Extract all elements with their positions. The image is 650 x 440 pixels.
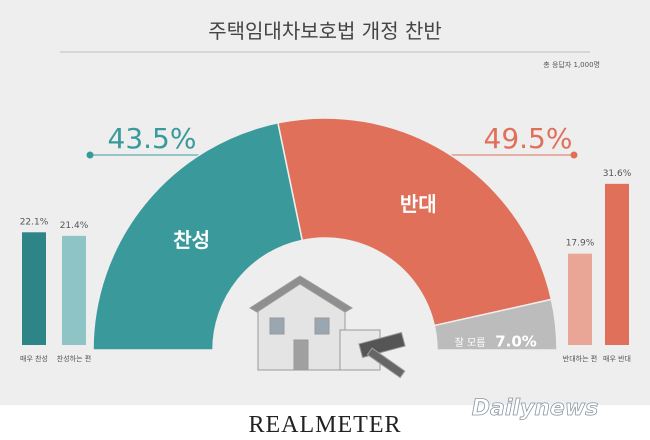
house-illustration <box>249 275 406 379</box>
value-label: 49.5% <box>484 122 573 155</box>
subtitle: 총 응답자 1,000명 <box>543 60 600 69</box>
value-label: 31.6% <box>603 169 632 179</box>
source-logo: REALMETER <box>249 412 402 438</box>
bar <box>62 235 86 345</box>
segment-label: 찬성 <box>173 228 210 252</box>
footer-band <box>0 405 650 440</box>
segment-label: 반대 <box>400 192 437 216</box>
leader-dot <box>570 151 578 159</box>
pie-segment <box>433 298 558 351</box>
bar-category: 찬성하는 편 <box>56 355 92 363</box>
title: 주택임대차보호법 개정 찬반 <box>208 19 442 43</box>
watermark: Dailynews <box>472 396 599 421</box>
bar <box>605 183 629 345</box>
pie-segment <box>277 117 553 327</box>
bar <box>22 232 46 345</box>
segment-label: 잘 모름 <box>455 337 486 349</box>
pie-segment <box>92 121 304 351</box>
bar-category: 매우 반대 <box>603 355 631 363</box>
value-label: 21.4% <box>60 221 89 231</box>
bar-category: 매우 찬성 <box>20 355 48 363</box>
value-label: 17.9% <box>566 239 595 249</box>
value-label: 43.5% <box>108 122 197 155</box>
value-label: 7.0% <box>495 333 537 351</box>
bar <box>568 253 592 345</box>
value-label: 22.1% <box>20 217 49 227</box>
leader-dot <box>86 151 94 159</box>
bar-category: 반대하는 편 <box>562 355 598 363</box>
